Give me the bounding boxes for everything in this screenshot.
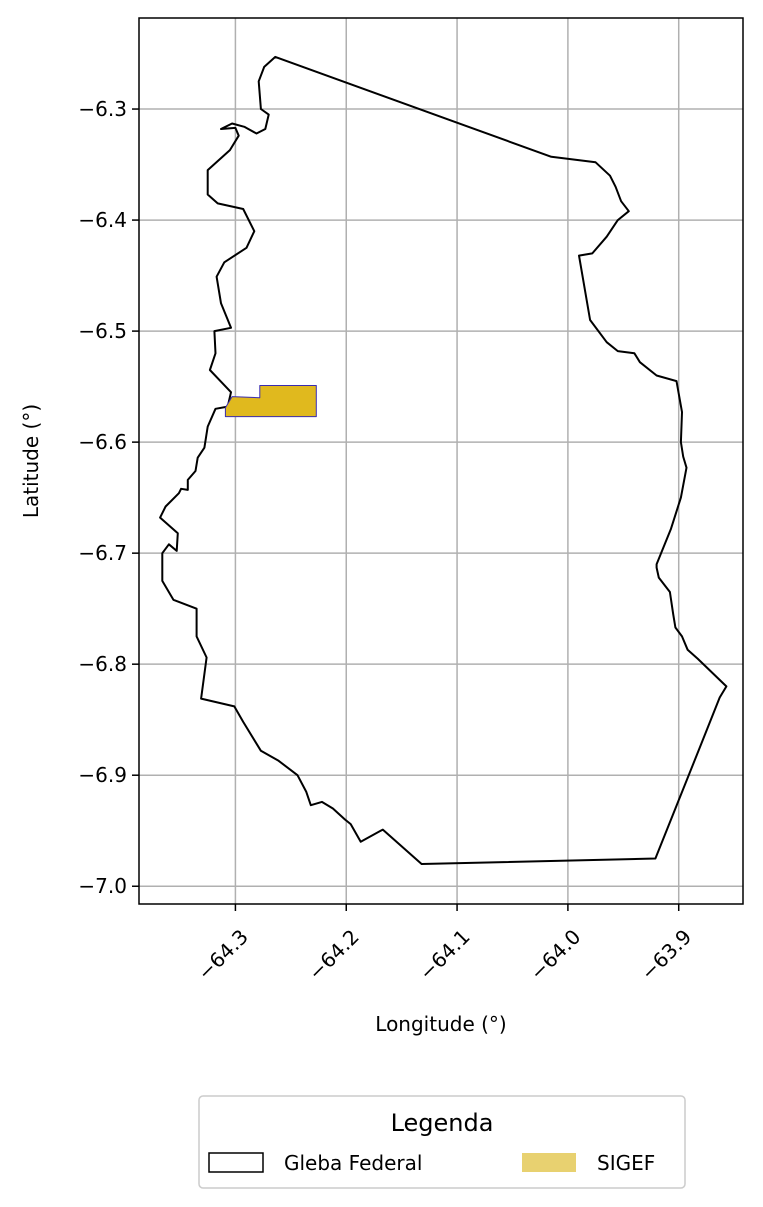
legend-label-sigef: SIGEF bbox=[597, 1151, 655, 1175]
axes-frame bbox=[138, 17, 744, 905]
legend-swatch-sigef bbox=[522, 1153, 576, 1172]
legend-swatch-gleba-federal bbox=[208, 1152, 264, 1173]
legend: Legenda Gleba Federal SIGEF bbox=[198, 1095, 686, 1189]
x-axis-label: Longitude (°) bbox=[375, 1012, 506, 1036]
legend-title: Legenda bbox=[391, 1109, 494, 1137]
map-layers bbox=[159, 55, 728, 865]
y-axis-label: Latitude (°) bbox=[19, 404, 43, 518]
y-tick-label: −6.7 bbox=[78, 541, 127, 565]
y-tick-label: −6.9 bbox=[78, 763, 127, 787]
legend-label-gleba-federal: Gleba Federal bbox=[284, 1151, 422, 1175]
polygon-sigef bbox=[224, 385, 317, 418]
y-tick-label: −6.8 bbox=[78, 652, 127, 676]
y-tick-label: −7.0 bbox=[78, 874, 127, 898]
y-tick-label: −6.6 bbox=[78, 430, 127, 454]
y-tick-label: −6.5 bbox=[78, 319, 127, 343]
y-tick-label: −6.4 bbox=[78, 208, 127, 232]
polygon-gleba-federal bbox=[159, 55, 728, 865]
grid-lines bbox=[139, 18, 743, 904]
y-tick-label: −6.3 bbox=[78, 97, 127, 121]
